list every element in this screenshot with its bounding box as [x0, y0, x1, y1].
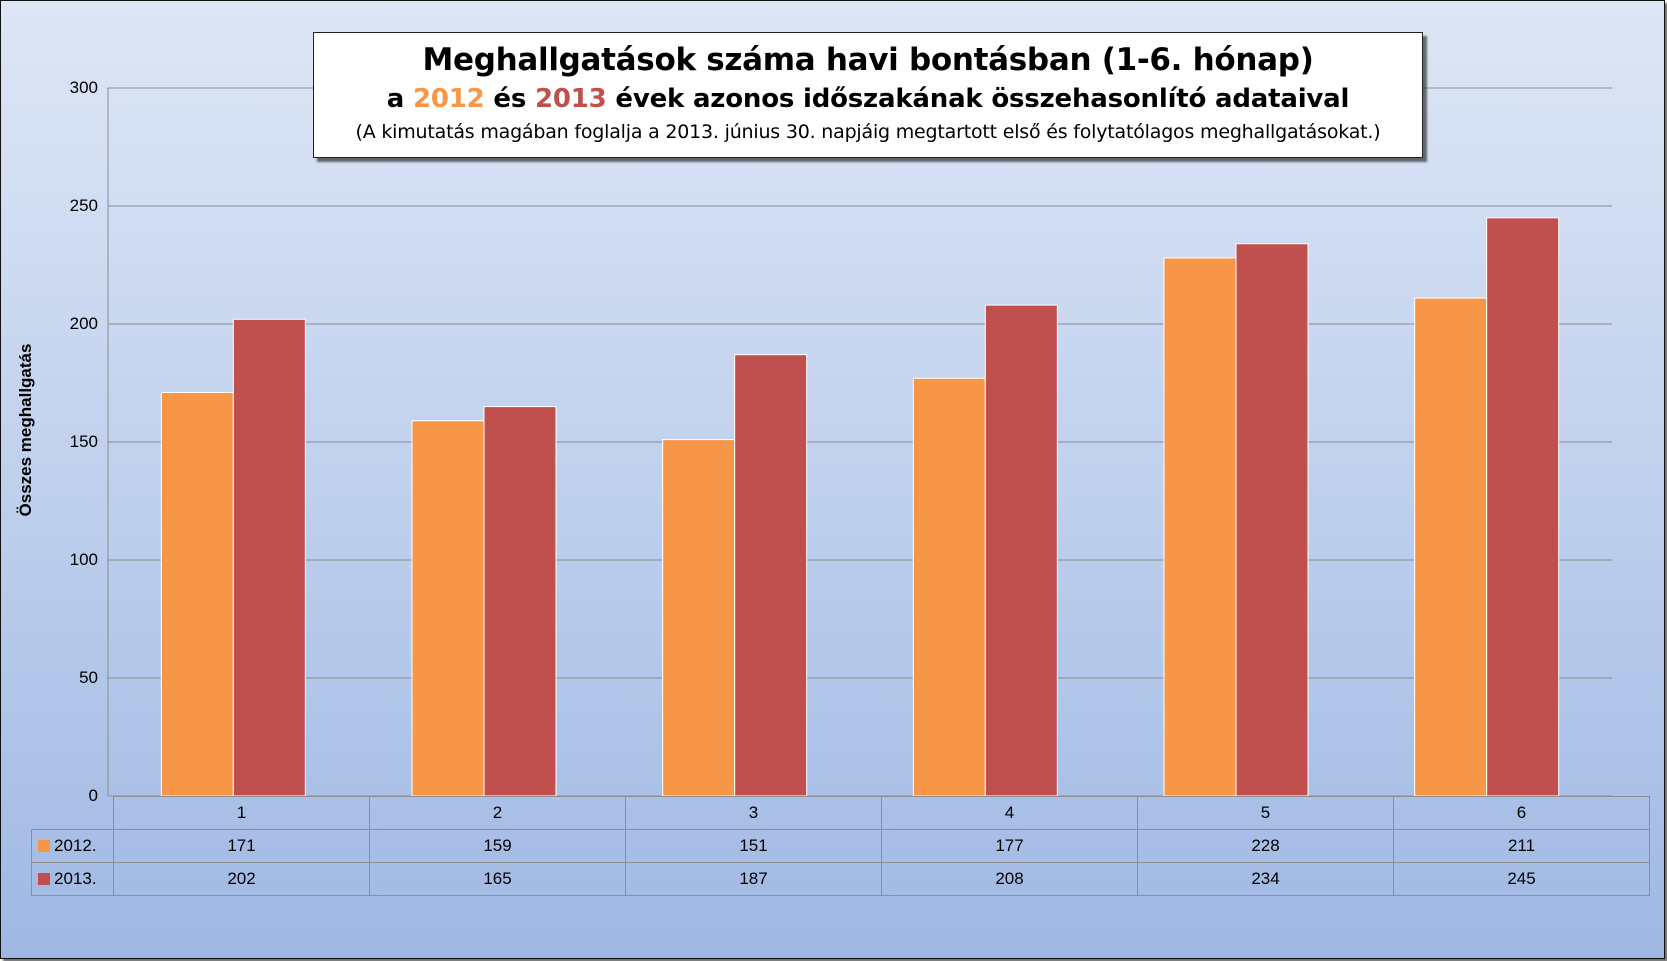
bar-2012-6 [1414, 297, 1488, 797]
data-value-cell: 165 [369, 862, 626, 896]
y-tick-label: 150 [69, 432, 98, 451]
data-value-cell: 245 [1393, 862, 1650, 896]
legend-label: 2012. [54, 836, 97, 855]
bar-2012-3 [662, 439, 736, 797]
subtitle-mid: és [484, 84, 535, 114]
y-tick-label: 250 [69, 196, 98, 215]
bar-2013-5 [1235, 243, 1309, 797]
subtitle-suffix: évek azonos időszakának összehasonlító a… [606, 84, 1350, 114]
data-value-cell: 234 [1137, 862, 1394, 896]
x-tick-label: 2 [369, 796, 626, 830]
bar-2013-1 [232, 318, 306, 797]
table-corner [31, 796, 114, 830]
bar-2013-2 [483, 406, 557, 797]
bar-2013-6 [1486, 217, 1560, 797]
table-row: 2013. 202 165 187 208 234 245 [31, 862, 1650, 896]
y-tick-label: 0 [88, 786, 98, 805]
legend-label: 2013. [54, 869, 97, 888]
bar-2012-5 [1163, 257, 1237, 797]
y-axis-label: Összes meghallgatás [16, 343, 35, 517]
bar-2012-1 [160, 391, 234, 797]
legend-entry: 2013. [31, 862, 114, 896]
bar-2013-3 [734, 354, 808, 797]
bar-2012-4 [912, 377, 986, 797]
chart-note: (A kimutatás magában foglalja a 2013. jú… [355, 121, 1381, 143]
subtitle-year-2013: 2013 [534, 84, 607, 114]
x-tick-label: 1 [113, 796, 370, 830]
x-tick-label: 6 [1393, 796, 1650, 830]
bar-2012-2 [411, 420, 485, 797]
y-tick-label: 50 [79, 668, 98, 687]
chart-subtitle: a 2012 és 2013 évek azonos időszakának ö… [314, 82, 1422, 116]
table-row: 2012. 171 159 151 177 228 211 [31, 829, 1650, 863]
data-value-cell: 151 [625, 829, 882, 863]
bar-2013-4 [984, 304, 1058, 797]
data-value-cell: 202 [113, 862, 370, 896]
y-tick-label: 100 [69, 550, 98, 569]
legend-swatch [38, 840, 50, 852]
x-tick-label: 5 [1137, 796, 1394, 830]
legend-swatch [38, 873, 50, 885]
data-table: 1 2 3 4 5 6 2012. 171 159 151 177 228 211 2013. 202 165… [31, 796, 1650, 896]
data-value-cell: 208 [881, 862, 1138, 896]
chart-title: Meghallgatások száma havi bontásban (1-6… [422, 42, 1314, 78]
data-value-cell: 159 [369, 829, 626, 863]
data-value-cell: 228 [1137, 829, 1394, 863]
data-value-cell: 211 [1393, 829, 1650, 863]
chart-title-box: Meghallgatások száma havi bontásban (1-6… [313, 32, 1423, 158]
y-tick-label: 200 [69, 314, 98, 333]
data-value-cell: 171 [113, 829, 370, 863]
x-tick-label: 3 [625, 796, 882, 830]
x-tick-label: 4 [881, 796, 1138, 830]
legend-entry: 2012. [31, 829, 114, 863]
data-value-cell: 187 [625, 862, 882, 896]
subtitle-year-2012: 2012 [412, 84, 485, 114]
data-value-cell: 177 [881, 829, 1138, 863]
y-tick-label: 300 [69, 78, 98, 97]
subtitle-prefix: a [386, 84, 413, 114]
